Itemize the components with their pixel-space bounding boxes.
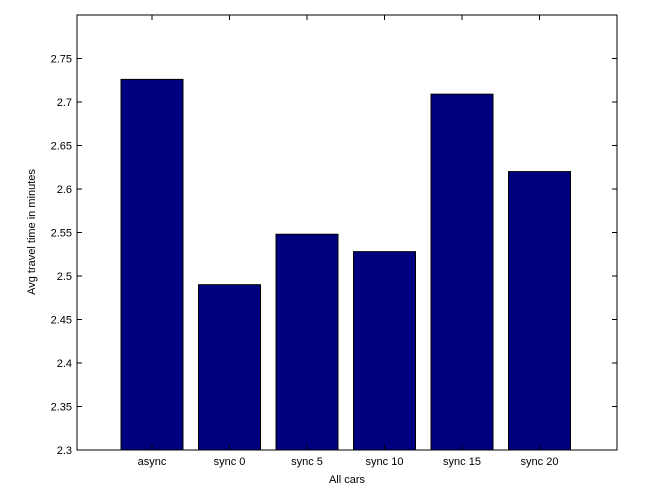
x-tick-label: sync 10	[366, 456, 404, 468]
y-tick-label: 2.7	[57, 97, 72, 109]
x-tick-label: sync 5	[291, 456, 323, 468]
y-axis: 2.3 2.35 2.4 2.45 2.5 2.55 2.6 2.65 2.7 2.75	[51, 54, 617, 457]
x-tick-label: sync 0	[214, 456, 246, 468]
x-tick-label: async	[138, 456, 167, 468]
bar-sync-0	[198, 284, 261, 451]
y-tick-label: 2.35	[51, 402, 72, 414]
y-tick-label: 2.75	[51, 54, 72, 66]
bars	[120, 78, 571, 451]
y-tick-label: 2.65	[51, 141, 72, 153]
bar-sync-15	[430, 93, 494, 451]
x-tick-label: sync 15	[443, 456, 481, 468]
y-tick-label: 2.4	[57, 358, 72, 370]
y-tick-label: 2.55	[51, 228, 72, 240]
y-tick-label: 2.3	[57, 445, 72, 457]
bar-sync-5	[275, 233, 339, 451]
x-axis-label: All cars	[329, 474, 366, 486]
y-axis-label: Avg travel time in minutes	[26, 169, 38, 295]
y-tick-label: 2.6	[57, 184, 72, 196]
y-tick-label: 2.5	[57, 271, 72, 283]
x-tick-label: sync 20	[521, 456, 559, 468]
bar-sync-20	[508, 171, 571, 451]
x-axis: async sync 0 sync 5 sync 10 sync 15 sync 20	[138, 15, 559, 468]
bar-async	[120, 78, 184, 451]
bar-sync-10	[353, 251, 416, 451]
y-tick-label: 2.45	[51, 315, 72, 327]
